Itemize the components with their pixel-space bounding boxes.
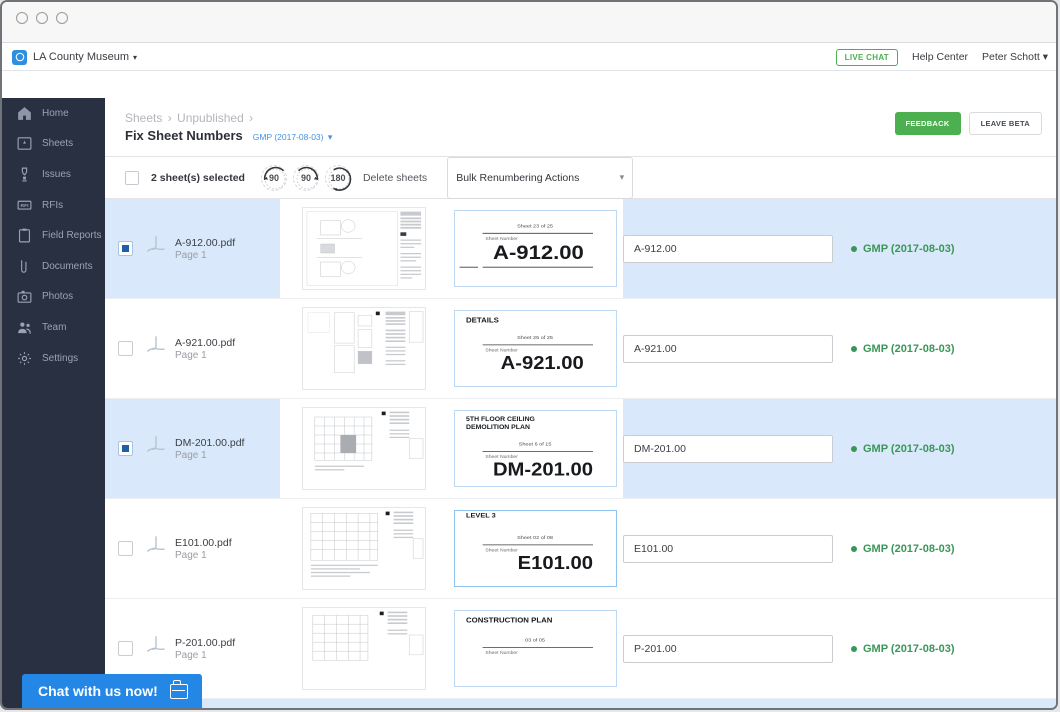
svg-text:Sheet Number: Sheet Number	[485, 348, 518, 354]
svg-text:Sheet Number: Sheet Number	[485, 236, 518, 242]
svg-text:LEVEL 3: LEVEL 3	[466, 513, 496, 520]
svg-text:Sheet 25 of 25: Sheet 25 of 25	[517, 336, 553, 342]
svg-text:Sheet Number: Sheet Number	[485, 650, 518, 656]
svg-text:A-912.00: A-912.00	[493, 242, 584, 264]
svg-text:DM-201.00: DM-201.00	[493, 461, 593, 481]
svg-text:Sheet Number: Sheet Number	[485, 455, 518, 461]
svg-text:RFI: RFI	[21, 202, 30, 208]
svg-text:Sheet Number: Sheet Number	[485, 548, 518, 554]
svg-text:Sheet 23 of 25: Sheet 23 of 25	[517, 224, 553, 230]
svg-text:Sheet 6 of 15: Sheet 6 of 15	[519, 442, 552, 448]
svg-text:Sheet 02 of 08: Sheet 02 of 08	[517, 536, 553, 542]
svg-text:CONSTRUCTION PLAN: CONSTRUCTION PLAN	[466, 616, 552, 625]
svg-text:E101.00: E101.00	[518, 554, 593, 574]
svg-text:DETAILS: DETAILS	[466, 316, 499, 325]
svg-text:03 of 05: 03 of 05	[525, 638, 545, 644]
svg-text:A-921.00: A-921.00	[501, 354, 584, 374]
svg-text:5TH FLOOR CEILING: 5TH FLOOR CEILING	[466, 417, 535, 424]
svg-text:DEMOLITION PLAN: DEMOLITION PLAN	[466, 425, 530, 432]
